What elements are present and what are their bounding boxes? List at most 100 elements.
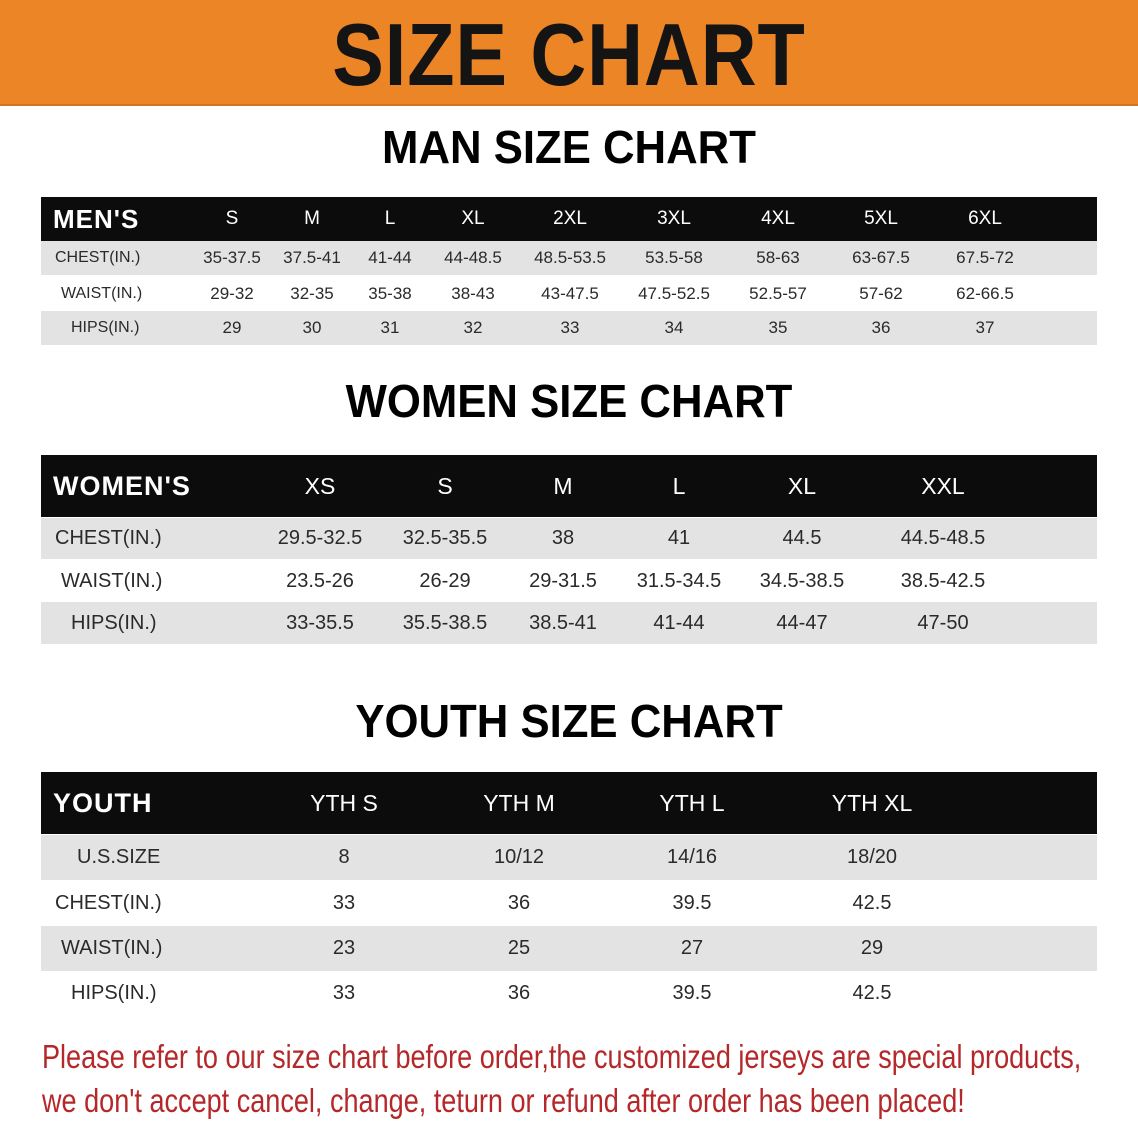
table-cell: 58-63 <box>756 248 800 267</box>
men-size-table: MEN'S S M L XL 2XL 3XL 4XL 5XL 6XL CHEST(IN.) 35-37… <box>41 197 1097 345</box>
table-corner-label: MEN'S <box>53 203 140 234</box>
measurement-row: WAIST(IN.) 23 25 27 29 <box>41 926 1097 971</box>
measurement-row: HIPS(IN.) 29 30 31 32 33 34 35 36 37 <box>41 311 1097 345</box>
table-corner-label: YOUTH <box>53 787 153 818</box>
table-cell: 57-62 <box>859 283 903 303</box>
table-cell: 27 <box>680 937 704 959</box>
table-cell: 44.5-48.5 <box>900 527 986 549</box>
measurement-row: HIPS(IN.) 33-35.5 35.5-38.5 38.5-41 41-44 44-… <box>41 602 1097 644</box>
table-cell: 26-29 <box>419 569 471 592</box>
table-cell: 44-48.5 <box>444 248 502 267</box>
size-header: 6XL <box>968 208 1002 229</box>
table-cell: 29-31.5 <box>529 569 597 592</box>
youth-title: YOUTH SIZE CHART <box>355 695 783 747</box>
size-header: M <box>553 472 573 499</box>
size-header: S <box>225 208 239 229</box>
table-cell: 25 <box>507 937 531 959</box>
table-cell: 39.5 <box>672 892 712 914</box>
table-cell: 29.5-32.5 <box>277 527 363 549</box>
row-label: CHEST(IN.) <box>55 892 162 914</box>
table-cell: 31.5-34.5 <box>636 569 722 592</box>
header-row: MEN'S S M L XL 2XL 3XL 4XL 5XL 6XL <box>41 197 1097 241</box>
table-cell: 33 <box>560 318 580 337</box>
table-cell: 29 <box>860 937 884 959</box>
table-cell: 30 <box>302 318 322 337</box>
size-header: 4XL <box>761 208 795 229</box>
size-header: S <box>437 472 453 499</box>
table-cell: 36 <box>507 892 531 914</box>
size-header: YTH M <box>483 789 555 816</box>
size-header: XXL <box>921 472 965 499</box>
table-cell: 36 <box>507 982 531 1004</box>
youth-size-table: YOUTH YTH S YTH M YTH L YTH XL U.S.SIZE 8 10/12… <box>41 772 1097 1016</box>
table-cell: 37 <box>975 318 995 337</box>
size-header: YTH L <box>659 789 725 816</box>
table-cell: 34.5-38.5 <box>759 569 845 592</box>
table-cell: 41 <box>667 527 691 549</box>
row-label: WAIST(IN.) <box>61 569 163 592</box>
table-cell: 42.5 <box>852 892 892 914</box>
table-cell: 38-43 <box>451 283 495 303</box>
table-cell: 67.5-72 <box>956 248 1014 267</box>
table-cell: 36 <box>871 318 891 337</box>
women-size-table: WOMEN'S XS S M L XL XXL CHEST(IN.) 29.5-32.5 32.5… <box>41 455 1097 644</box>
size-header: 5XL <box>864 208 898 229</box>
table-cell: 32-35 <box>290 283 334 303</box>
size-header: L <box>384 208 396 229</box>
table-cell: 29-32 <box>210 283 254 303</box>
row-label: HIPS(IN.) <box>71 319 140 336</box>
table-cell: 63-67.5 <box>852 248 910 267</box>
row-label: CHEST(IN.) <box>55 249 141 266</box>
measurement-row: CHEST(IN.) 29.5-32.5 32.5-35.5 38 41 44.5 44.5… <box>41 518 1097 559</box>
table-cell: 53.5-58 <box>645 248 703 267</box>
table-cell: 32 <box>463 318 483 337</box>
table-cell: 35-38 <box>368 283 412 303</box>
table-cell: 52.5-57 <box>749 283 807 303</box>
size-header: XS <box>304 472 336 499</box>
table-cell: 29 <box>222 318 242 337</box>
size-header: 3XL <box>657 208 691 229</box>
row-label: CHEST(IN.) <box>55 527 162 549</box>
row-label: U.S.SIZE <box>77 846 161 868</box>
measurement-row: HIPS(IN.) 33 36 39.5 42.5 <box>41 971 1097 1016</box>
size-header: YTH S <box>310 789 378 816</box>
table-cell: 37.5-41 <box>283 248 341 267</box>
banner-title: SIZE CHART <box>332 5 806 104</box>
measurement-row: WAIST(IN.) 29-32 32-35 35-38 38-43 43-47.5 47.… <box>41 276 1097 311</box>
row-label: HIPS(IN.) <box>71 982 157 1004</box>
row-label: HIPS(IN.) <box>71 611 157 634</box>
measurement-row: WAIST(IN.) 23.5-26 26-29 29-31.5 31.5-34.5 34… <box>41 560 1097 602</box>
table-cell: 33 <box>332 982 356 1004</box>
table-cell: 44-47 <box>776 611 828 634</box>
table-cell: 23 <box>332 937 356 959</box>
table-cell: 38 <box>551 527 575 549</box>
notice-line-1: Please refer to our size chart before or… <box>42 1038 1082 1075</box>
size-header: L <box>672 472 686 499</box>
table-cell: 14/16 <box>666 846 718 868</box>
measurement-row: CHEST(IN.) 35-37.5 37.5-41 41-44 44-48.5 48.5… <box>41 241 1097 275</box>
table-cell: 41-44 <box>368 248 412 267</box>
table-cell: 35-37.5 <box>203 248 261 267</box>
table-cell: 38.5-42.5 <box>900 569 986 592</box>
measurement-row: U.S.SIZE 8 10/12 14/16 18/20 <box>41 835 1097 880</box>
table-cell: 62-66.5 <box>956 283 1014 303</box>
table-cell: 18/20 <box>846 846 898 868</box>
table-cell: 43-47.5 <box>541 283 599 303</box>
table-cell: 23.5-26 <box>286 569 354 592</box>
men-title: MAN SIZE CHART <box>382 121 756 173</box>
table-cell: 10/12 <box>493 846 545 868</box>
row-label: WAIST(IN.) <box>61 937 163 959</box>
table-cell: 39.5 <box>672 982 712 1004</box>
table-cell: 34 <box>664 318 684 337</box>
table-cell: 33-35.5 <box>286 611 354 634</box>
table-cell: 35.5-38.5 <box>402 611 488 634</box>
notice-line-2: we don't accept cancel, change, teturn o… <box>42 1082 965 1119</box>
size-header: YTH XL <box>831 789 913 816</box>
table-cell: 41-44 <box>653 611 705 634</box>
table-cell: 44.5 <box>782 527 822 549</box>
table-cell: 47-50 <box>917 611 969 634</box>
measurement-row: CHEST(IN.) 33 36 39.5 42.5 <box>41 881 1097 926</box>
size-header: 2XL <box>553 208 587 229</box>
women-title: WOMEN SIZE CHART <box>345 375 793 427</box>
table-cell: 32.5-35.5 <box>402 527 488 549</box>
